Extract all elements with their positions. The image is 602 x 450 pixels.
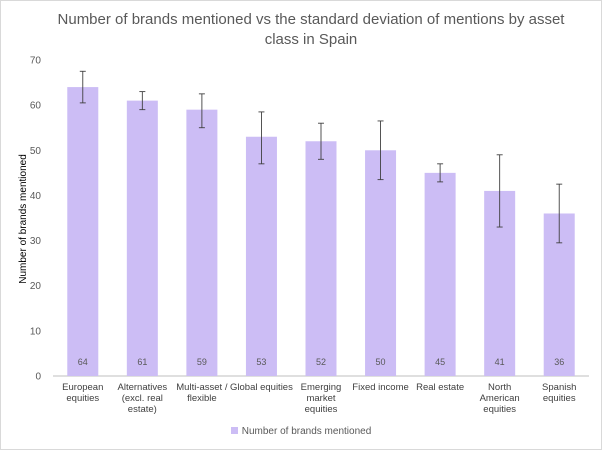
bar <box>424 172 456 376</box>
x-tick-label: Real estate <box>416 382 464 393</box>
bar <box>305 141 337 376</box>
data-label: 53 <box>256 357 266 367</box>
data-label: 61 <box>137 357 147 367</box>
y-tick-label: 60 <box>30 101 42 112</box>
x-tick-label: Multi-asset / flexible <box>176 382 228 404</box>
legend: Number of brands mentioned <box>1 426 601 437</box>
x-tick-label: Emerging market equities <box>301 382 342 415</box>
x-tick-label: European equities <box>62 382 103 404</box>
chart-title: Number of brands mentioned vs the standa… <box>57 11 565 48</box>
data-label: 45 <box>435 357 445 367</box>
data-label: 41 <box>495 357 505 367</box>
data-label: 59 <box>197 357 207 367</box>
y-tick-label: 50 <box>30 146 42 157</box>
y-tick-label: 0 <box>35 372 41 383</box>
y-tick-label: 70 <box>30 56 42 67</box>
x-tick-label: North American equities <box>480 382 520 415</box>
data-label: 52 <box>316 357 326 367</box>
legend-swatch <box>230 427 238 434</box>
data-label: 50 <box>376 357 386 367</box>
y-tick-label: 10 <box>30 326 42 337</box>
bar <box>186 109 218 377</box>
x-tick-label: Fixed income <box>352 382 409 393</box>
data-label: 64 <box>78 357 88 367</box>
bar <box>365 150 397 376</box>
x-tick-label: Global equities <box>230 382 293 393</box>
bar <box>245 136 277 376</box>
data-label: 36 <box>554 357 564 367</box>
y-tick-label: 30 <box>30 236 42 247</box>
x-tick-label: Alternatives (excl. real estate) <box>118 382 168 415</box>
y-tick-label: 20 <box>30 281 42 292</box>
bar <box>67 87 99 376</box>
bar <box>126 100 158 376</box>
y-tick-label: 40 <box>30 191 42 202</box>
x-tick-label: Spanish equities <box>542 382 576 404</box>
y-axis-title: Number of brands mentioned <box>18 154 29 284</box>
legend-label: Number of brands mentioned <box>241 426 372 437</box>
